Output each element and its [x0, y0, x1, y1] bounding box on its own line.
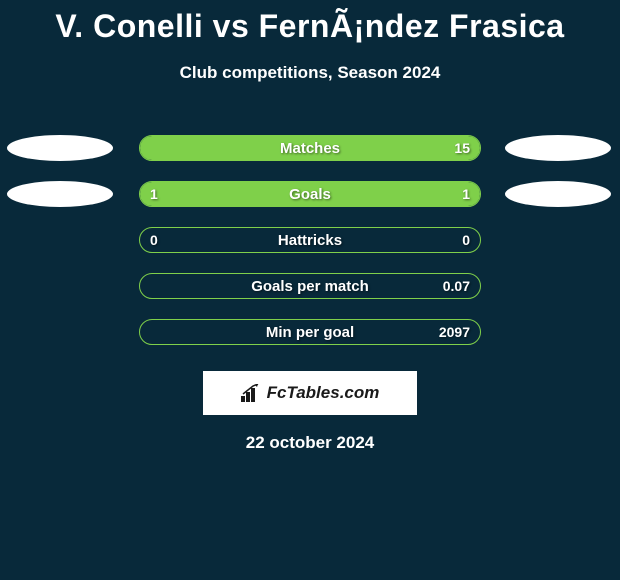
stat-label: Goals — [289, 186, 331, 203]
stat-value-left: 1 — [150, 186, 158, 202]
page-title: V. Conelli vs FernÃ¡ndez Frasica — [0, 8, 620, 45]
stat-label: Min per goal — [266, 324, 354, 341]
logo-content: FcTables.com — [241, 383, 380, 403]
stat-row: 0 Hattricks 0 — [0, 217, 620, 263]
stat-value-right: 0 — [462, 232, 470, 248]
chart-icon — [241, 384, 263, 402]
stats-area: Matches 15 1 Goals 1 0 Hattricks 0 Goals per mat… — [0, 125, 620, 355]
stat-value-right: 2097 — [439, 324, 470, 340]
stat-value-right: 1 — [462, 186, 470, 202]
stat-bar: 1 Goals 1 — [139, 181, 481, 207]
player-right-ellipse — [505, 135, 611, 161]
logo-text: FcTables.com — [267, 383, 380, 403]
stat-value-right: 15 — [454, 140, 470, 156]
subtitle: Club competitions, Season 2024 — [0, 63, 620, 83]
stat-row: Goals per match 0.07 — [0, 263, 620, 309]
stat-value-left: 0 — [150, 232, 158, 248]
stat-label: Goals per match — [251, 278, 369, 295]
stat-label: Matches — [280, 140, 340, 157]
stat-bar: Matches 15 — [139, 135, 481, 161]
comparison-widget: V. Conelli vs FernÃ¡ndez Frasica Club co… — [0, 0, 620, 453]
stat-bar: Min per goal 2097 — [139, 319, 481, 345]
stat-label: Hattricks — [278, 232, 342, 249]
logo-box[interactable]: FcTables.com — [203, 371, 417, 415]
player-left-ellipse — [7, 181, 113, 207]
stat-row: Min per goal 2097 — [0, 309, 620, 355]
date-text: 22 october 2024 — [0, 433, 620, 453]
player-left-ellipse — [7, 135, 113, 161]
player-right-ellipse — [505, 181, 611, 207]
stat-row: Matches 15 — [0, 125, 620, 171]
stat-value-right: 0.07 — [443, 278, 470, 294]
stat-row: 1 Goals 1 — [0, 171, 620, 217]
stat-bar: 0 Hattricks 0 — [139, 227, 481, 253]
stat-bar: Goals per match 0.07 — [139, 273, 481, 299]
